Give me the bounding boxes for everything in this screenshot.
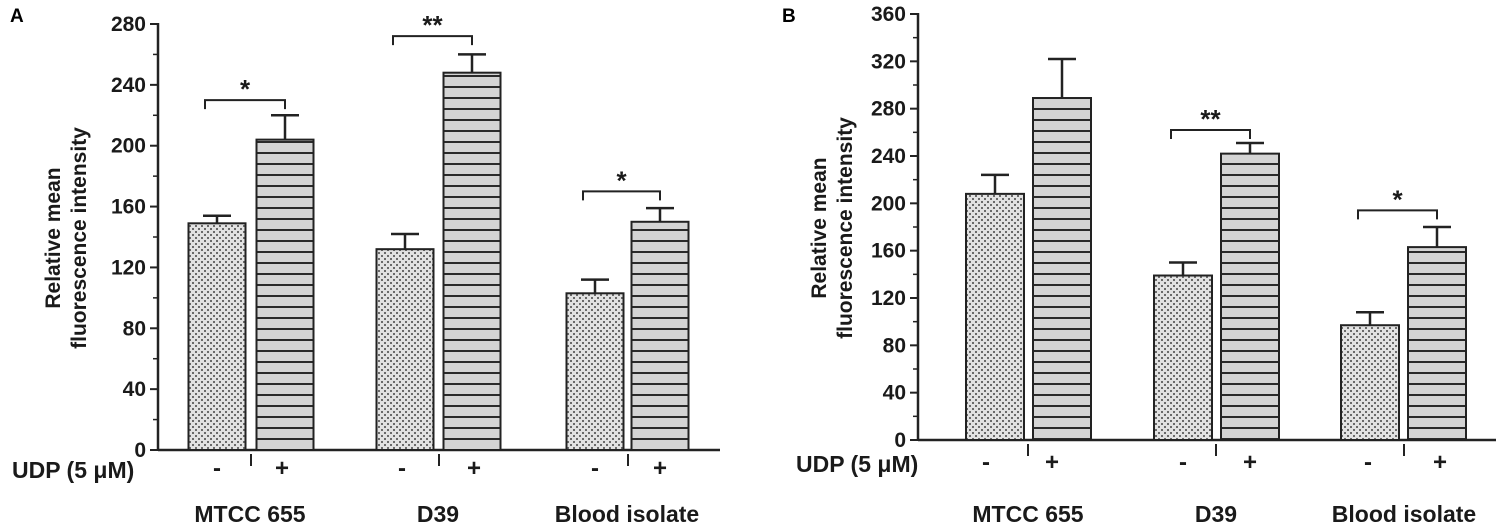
condition-label: UDP (5 μM) — [796, 451, 918, 477]
bar-minus-mtcc-655 — [965, 192, 1025, 441]
y-tick-label: 320 — [871, 50, 906, 73]
category-label: Blood isolate — [555, 501, 699, 524]
y-tick-label: 80 — [883, 334, 906, 357]
y-tick-label: 0 — [134, 439, 146, 462]
y-tick-label: 240 — [871, 145, 906, 168]
significance-bracket — [1357, 209, 1438, 220]
y-axis-label-line1: Relative mean — [808, 157, 831, 298]
condition-minus: - — [398, 455, 406, 482]
condition-minus: - — [591, 455, 599, 482]
category-label: MTCC 655 — [972, 501, 1083, 524]
significance-marker: * — [240, 74, 251, 104]
significance-bracket — [582, 190, 661, 201]
bar-minus-blood-isolate — [1340, 324, 1400, 442]
chart-panel-a: A 0 40 80 120 160 200 240 280 Relative mean fluore… — [10, 6, 720, 524]
significance-marker: * — [1392, 184, 1403, 214]
y-axis-label-line1: Relative mean — [42, 167, 65, 308]
bar-minus-mtcc-655 — [187, 222, 247, 451]
condition-plus: + — [1433, 449, 1447, 476]
condition-minus: - — [1364, 449, 1372, 476]
y-tick-label: 80 — [123, 317, 146, 340]
significance-bracket — [204, 99, 286, 110]
y-tick-label: 40 — [123, 378, 146, 401]
condition-minus: - — [213, 455, 221, 482]
condition-label: UDP (5 μM) — [12, 457, 134, 483]
y-tick-label: 160 — [871, 240, 906, 263]
bar-plus-d39 — [1220, 152, 1280, 441]
y-tick-label: 280 — [111, 13, 146, 36]
condition-plus: + — [653, 455, 667, 482]
condition-plus: + — [275, 455, 289, 482]
bar-plus-blood-isolate — [1407, 246, 1467, 441]
panel-label: A — [10, 6, 24, 27]
bar-plus-mtcc-655 — [1032, 97, 1092, 442]
y-tick-label: 360 — [871, 3, 906, 26]
bar-minus-blood-isolate — [565, 292, 625, 451]
bar-minus-d39 — [1153, 274, 1213, 441]
bar-plus-blood-isolate — [630, 220, 690, 451]
chart-panel-b: B 0 40 80 120 160 200 240 280 320 360 Relative mean… — [782, 3, 1496, 524]
condition-minus: - — [982, 449, 990, 476]
y-tick-label: 200 — [871, 192, 906, 215]
y-tick-label: 200 — [111, 135, 146, 158]
category-label: D39 — [1195, 501, 1237, 524]
significance-bracket — [392, 35, 473, 46]
y-tick-label: 240 — [111, 74, 146, 97]
y-axis-label-line2: fluorescence intensity — [68, 127, 91, 349]
significance-marker: ** — [422, 10, 443, 40]
bar-minus-d39 — [375, 248, 435, 451]
significance-bracket — [1170, 128, 1251, 139]
significance-marker: ** — [1200, 104, 1221, 134]
category-label: MTCC 655 — [194, 501, 305, 524]
condition-plus: + — [1045, 449, 1059, 476]
y-tick-label: 120 — [871, 287, 906, 310]
category-label: Blood isolate — [1332, 501, 1476, 524]
panel-label: B — [782, 6, 796, 27]
y-tick-label: 0 — [894, 429, 906, 452]
y-tick-label: 120 — [111, 256, 146, 279]
condition-minus: - — [1179, 449, 1187, 476]
y-axis-label-line2: fluorescence intensity — [834, 117, 857, 339]
y-tick-label: 280 — [871, 98, 906, 121]
condition-plus: + — [467, 455, 481, 482]
condition-plus: + — [1243, 449, 1257, 476]
significance-marker: * — [616, 165, 627, 195]
y-tick-label: 40 — [883, 382, 906, 405]
category-label: D39 — [417, 501, 459, 524]
bar-plus-mtcc-655 — [255, 138, 315, 451]
y-tick-label: 160 — [111, 196, 146, 219]
bar-plus-d39 — [442, 71, 502, 452]
